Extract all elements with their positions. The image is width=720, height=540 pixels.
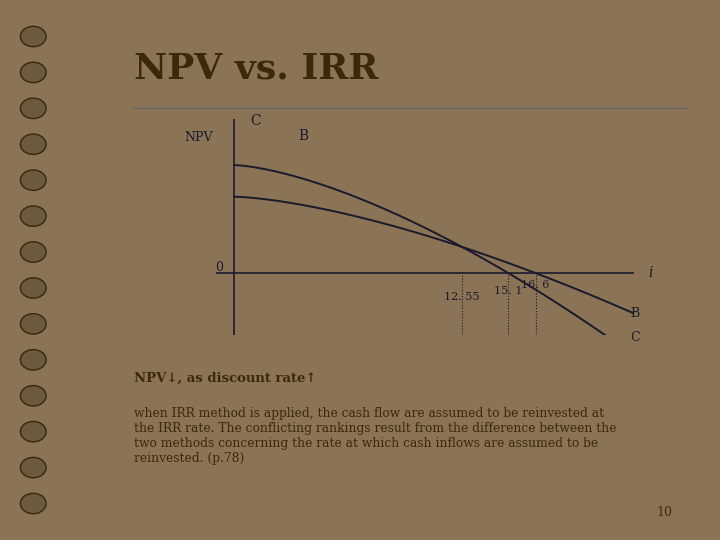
Circle shape [20,314,46,334]
Text: 16. 6: 16. 6 [521,280,550,290]
Text: i: i [648,266,652,280]
Circle shape [20,494,46,514]
Circle shape [20,206,46,226]
Circle shape [20,98,46,118]
Circle shape [20,134,46,154]
Text: NPV: NPV [184,131,212,144]
Text: B: B [298,130,308,144]
Circle shape [20,457,46,478]
Circle shape [20,26,46,46]
Circle shape [20,422,46,442]
Circle shape [20,278,46,298]
Circle shape [20,62,46,83]
Circle shape [20,242,46,262]
Circle shape [20,350,46,370]
Text: 12. 55: 12. 55 [444,292,480,302]
Circle shape [20,170,46,190]
Text: when IRR method is applied, the cash flow are assumed to be reinvested at
the IR: when IRR method is applied, the cash flo… [135,407,617,465]
Circle shape [20,386,46,406]
Text: C: C [630,331,639,344]
Text: B: B [630,307,639,320]
Text: 10: 10 [657,506,672,519]
Text: NPV↓, as discount rate↑: NPV↓, as discount rate↑ [135,372,317,384]
Text: C: C [251,114,261,128]
Text: 15. 1: 15. 1 [494,286,523,296]
Text: NPV vs. IRR: NPV vs. IRR [135,52,379,86]
Text: 0: 0 [215,261,223,274]
